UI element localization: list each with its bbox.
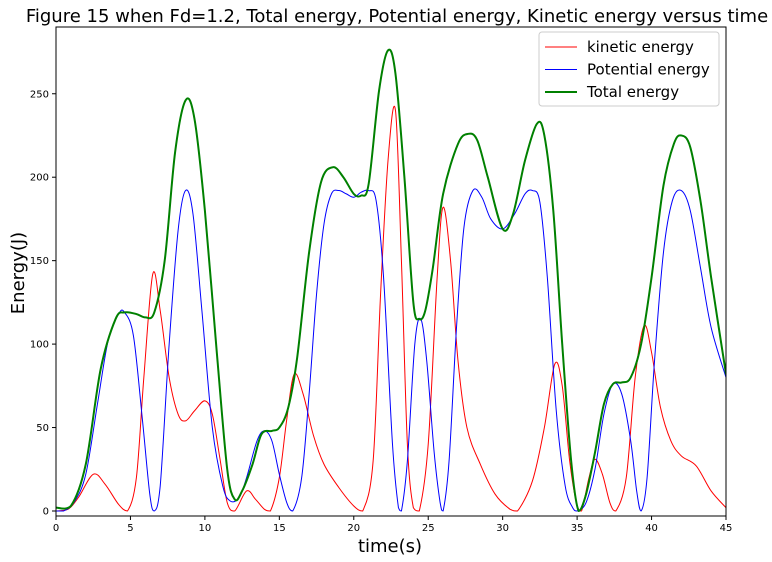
chart-title: Figure 15 when Fd=1.2, Total energy, Pot…: [26, 6, 768, 27]
y-tick-label: 250: [30, 89, 49, 100]
plot-background: [56, 27, 726, 516]
x-tick-label: 5: [127, 523, 133, 534]
x-tick-label: 20: [347, 523, 360, 534]
x-tick-label: 10: [199, 523, 212, 534]
series-line-total-energy: [56, 48, 726, 512]
x-tick-label: 30: [496, 523, 509, 534]
y-tick-label: 150: [30, 256, 49, 267]
legend: kinetic energy Potential energy Total ener…: [538, 31, 720, 107]
x-axis-label: time(s): [358, 536, 422, 557]
x-tick-label: 35: [571, 523, 584, 534]
legend-label-total-energy: Total energy: [586, 83, 679, 101]
plot-area: [55, 26, 727, 517]
legend-label-kinetic-energy: kinetic energy: [587, 38, 694, 56]
y-tick-label: 0: [43, 506, 49, 517]
plot-frame: [55, 26, 727, 517]
y-axis-ticks: 0 50 100 150 200 250: [30, 89, 56, 517]
series-line-potential-energy: [56, 188, 726, 512]
series-line-kinetic-energy: [56, 105, 726, 512]
x-tick-label: 25: [422, 523, 435, 534]
legend-box: [538, 31, 720, 107]
y-tick-label: 100: [30, 340, 49, 351]
x-tick-label: 0: [53, 523, 59, 534]
x-tick-label: 40: [645, 523, 658, 534]
y-tick-label: 50: [36, 423, 49, 434]
x-axis-ticks: 0 5 10 15 20 25 30 35 40 45: [53, 516, 733, 534]
x-tick-label: 45: [720, 523, 733, 534]
series-layer: [56, 48, 726, 512]
y-tick-label: 200: [30, 173, 49, 184]
x-tick-label: 15: [273, 523, 286, 534]
y-axis-label: Energy(J): [8, 232, 29, 314]
legend-label-potential-energy: Potential energy: [587, 61, 710, 79]
